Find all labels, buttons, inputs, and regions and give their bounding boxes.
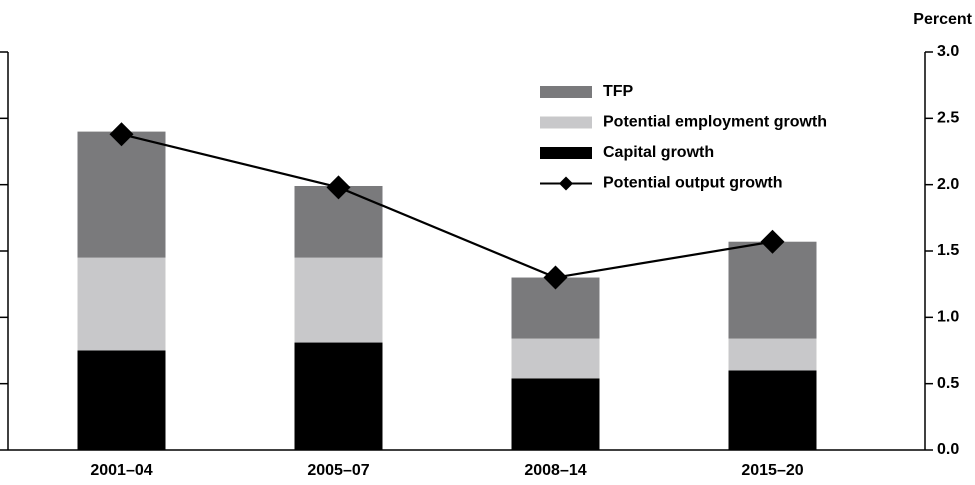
line bbox=[121, 133, 773, 279]
bar-segment bbox=[511, 338, 600, 379]
line-marker bbox=[109, 122, 134, 147]
x-tick-label: 2015–20 bbox=[741, 462, 803, 479]
legend-label: Capital growth bbox=[603, 144, 714, 161]
y-tick-label: 2.0 bbox=[937, 176, 959, 193]
x-tick-label: 2005–07 bbox=[307, 462, 369, 479]
bar-segment bbox=[77, 257, 166, 351]
legend-label: Potential output growth bbox=[603, 175, 783, 192]
line-marker bbox=[326, 175, 351, 200]
x-tick-label: 2008–14 bbox=[524, 462, 586, 479]
x-tick-label: 2001–04 bbox=[90, 462, 152, 479]
bar-segment bbox=[728, 338, 817, 371]
bar-segment bbox=[294, 257, 383, 343]
bar-segment bbox=[728, 370, 817, 450]
y-tick-label: 0.0 bbox=[937, 441, 959, 458]
y-tick-label: 3.0 bbox=[937, 43, 959, 60]
legend-swatch bbox=[540, 147, 592, 159]
y-tick-label: 0.5 bbox=[937, 375, 959, 392]
y-axis-label: Percent bbox=[913, 11, 972, 28]
bar-segment bbox=[77, 131, 166, 258]
legend-marker bbox=[559, 176, 573, 191]
bar-segment bbox=[511, 378, 600, 450]
y-tick-label: 2.5 bbox=[937, 110, 959, 127]
line-marker bbox=[760, 229, 785, 254]
line-marker bbox=[543, 265, 568, 290]
bar-segment bbox=[77, 350, 166, 450]
legend-label: Potential employment growth bbox=[603, 114, 827, 131]
bar-segment bbox=[294, 342, 383, 450]
bar-segment bbox=[728, 241, 817, 339]
y-tick-label: 1.5 bbox=[937, 242, 959, 259]
legend-swatch bbox=[540, 86, 592, 98]
legend-label: TFP bbox=[603, 83, 634, 100]
y-tick-label: 1.0 bbox=[937, 309, 959, 326]
legend-swatch bbox=[540, 116, 592, 129]
